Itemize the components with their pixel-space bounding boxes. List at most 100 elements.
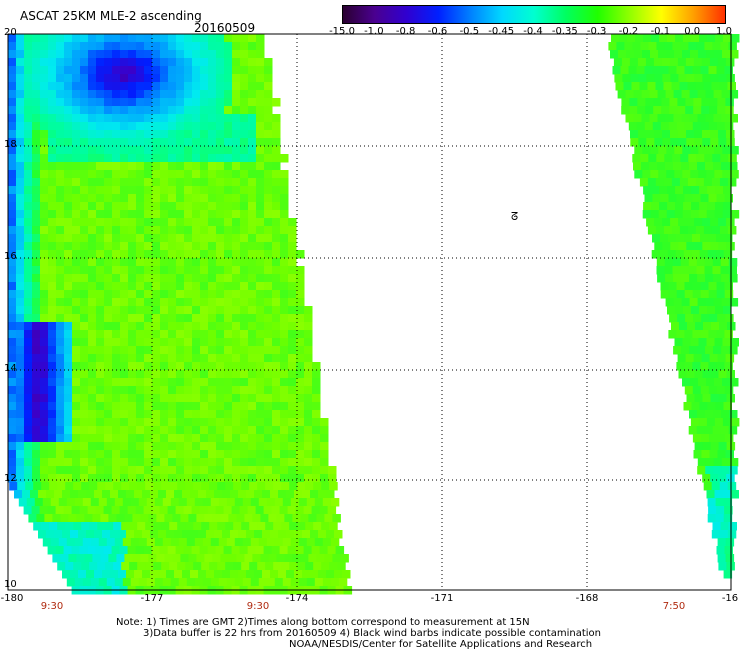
swath-cell [128, 370, 137, 379]
swath-cell [120, 330, 129, 339]
swath-cell [152, 242, 161, 251]
swath-cell [723, 202, 732, 211]
swath-cell [40, 242, 49, 251]
swath-cell [646, 74, 655, 83]
swath-cell [713, 274, 722, 283]
swath-cell [248, 202, 257, 211]
swath-cell [208, 338, 217, 347]
swath-cell [120, 290, 129, 299]
swath-cell [122, 498, 132, 507]
swath-cell [216, 314, 225, 323]
swath-cell [130, 538, 140, 547]
swath-cell [136, 330, 145, 339]
swath-cell [720, 42, 729, 51]
swath-cell [296, 442, 305, 451]
swath-cell [700, 290, 710, 299]
swath-cell [272, 210, 281, 219]
swath-cell [152, 386, 161, 395]
swath-cell [200, 130, 209, 139]
swath-cell [111, 506, 121, 515]
swath-cell [200, 98, 209, 107]
swath-cell [705, 162, 714, 171]
swath-cell [729, 458, 739, 467]
swath-cell [200, 250, 209, 259]
swath-cell [637, 106, 646, 115]
swath-cell [168, 290, 177, 299]
swath-cell [224, 114, 233, 123]
swath-cell [113, 482, 122, 491]
swath-cell [710, 74, 719, 83]
swath-cell [136, 298, 145, 307]
swath-cell [152, 378, 161, 387]
swath-cell [168, 386, 177, 395]
swath-cell [314, 538, 324, 547]
swath-cell [120, 410, 129, 419]
swath-cell [176, 66, 185, 75]
swath-cell [32, 282, 41, 291]
swath-cell [32, 434, 41, 443]
swath-cell [192, 202, 201, 211]
swath-cell [705, 298, 715, 307]
swath-cell [216, 418, 225, 427]
swath-cell [730, 210, 740, 219]
swath-cell [120, 458, 129, 467]
swath-cell [136, 74, 145, 83]
swath-cell [152, 410, 161, 419]
swath-cell [136, 42, 145, 51]
swath-cell [116, 514, 125, 523]
swath-cell [112, 330, 121, 339]
swath-cell [168, 218, 177, 227]
swath-cell [168, 194, 177, 203]
swath-cell [184, 346, 193, 355]
swath-cell [136, 266, 145, 275]
swath-cell [621, 58, 631, 67]
swath-cell [24, 194, 33, 203]
swath-cell [8, 378, 17, 387]
swath-cell [711, 178, 721, 187]
swath-cell [728, 42, 737, 51]
swath-cell [80, 186, 89, 195]
swath-cell [128, 306, 137, 315]
swath-cell [120, 450, 129, 459]
swath-cell [338, 578, 348, 587]
swath-cell [714, 418, 724, 427]
swath-cell [321, 482, 330, 491]
swath-cell [263, 506, 273, 515]
swath-cell [200, 82, 209, 91]
swath-cell [64, 354, 73, 363]
swath-cell [208, 290, 217, 299]
swath-cell [647, 226, 657, 235]
swath-cell [280, 450, 289, 459]
swath-cell [208, 386, 217, 395]
swath-cell [96, 346, 105, 355]
swath-cell [706, 170, 715, 179]
swath-cell [112, 90, 121, 99]
swath-cell [64, 434, 73, 443]
swath-cell [248, 162, 257, 171]
swath-cell [272, 250, 281, 259]
swath-cell [144, 386, 153, 395]
swath-cell [96, 282, 105, 291]
swath-cell [637, 58, 647, 67]
swath-cell [200, 322, 209, 331]
swath-cell [161, 522, 170, 531]
swath-cell [104, 138, 113, 147]
swath-cell [88, 282, 97, 291]
swath-cell [152, 50, 161, 59]
swath-cell [216, 362, 225, 371]
swath-cell [64, 82, 73, 91]
swath-cell [276, 514, 285, 523]
swath-cell [668, 234, 677, 243]
swath-cell [90, 498, 100, 507]
swath-cell [658, 50, 667, 59]
swath-cell [48, 82, 57, 91]
lon-label-174: -174 [285, 593, 309, 604]
swath-cell [8, 154, 17, 163]
swath-cell [680, 258, 690, 267]
swath-cell [57, 482, 66, 491]
swath-cell [56, 402, 65, 411]
swath-cell [184, 274, 193, 283]
swath-cell [320, 474, 329, 483]
swath-cell [664, 154, 673, 163]
note-line-2: 3)Data buffer is 22 hrs from 20160509 4)… [143, 628, 601, 639]
